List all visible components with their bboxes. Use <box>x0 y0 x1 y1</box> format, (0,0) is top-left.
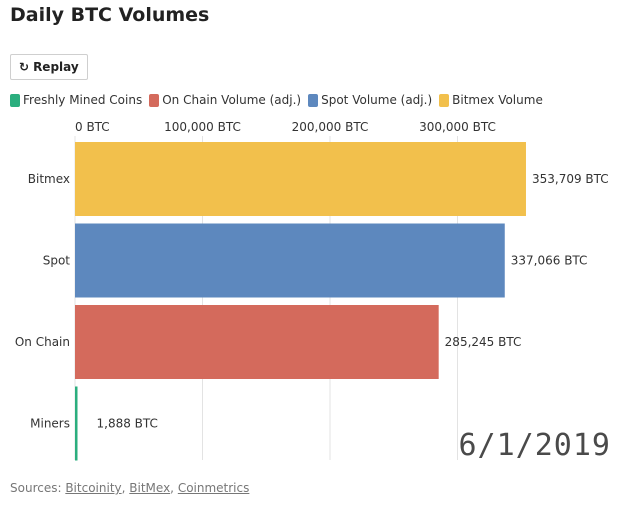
sources-line: Sources: Bitcoinity, BitMex, Coinmetrics <box>10 481 250 495</box>
legend-item-freshly-mined[interactable]: Freshly Mined Coins <box>10 93 142 107</box>
legend: Freshly Mined Coins On Chain Volume (adj… <box>10 93 550 107</box>
category-label: Bitmex <box>28 172 70 186</box>
x-tick-label: 0 BTC <box>75 120 110 134</box>
replay-icon: ↻ <box>19 60 30 74</box>
legend-swatch <box>308 93 319 107</box>
legend-swatch <box>149 93 160 107</box>
source-link-bitcoinity[interactable]: Bitcoinity <box>65 481 122 495</box>
legend-label: Spot Volume (adj.) <box>321 93 433 107</box>
legend-swatch <box>10 93 20 107</box>
source-link-bitmex[interactable]: BitMex <box>129 481 171 495</box>
date-stamp: 6/1/2019 <box>458 428 611 463</box>
x-tick-label: 200,000 BTC <box>292 120 369 134</box>
x-tick-label: 100,000 BTC <box>164 120 241 134</box>
value-label: 337,066 BTC <box>511 254 588 268</box>
legend-swatch <box>439 93 450 107</box>
value-label: 1,888 BTC <box>97 417 158 431</box>
bar-bitmex <box>75 142 526 216</box>
sources-prefix: Sources: <box>10 481 66 495</box>
replay-button[interactable]: ↻ Replay <box>10 54 88 80</box>
x-tick-label: 300,000 BTC <box>419 120 496 134</box>
bar-on-chain <box>75 305 439 379</box>
chart-title: Daily BTC Volumes <box>10 4 210 26</box>
legend-label: Freshly Mined Coins <box>23 93 143 107</box>
legend-label: Bitmex Volume <box>452 93 543 107</box>
legend-label: On Chain Volume (adj.) <box>162 93 302 107</box>
bar-spot <box>75 223 505 298</box>
bar-chart: 0 BTC 100,000 BTC 200,000 BTC 300,000 BTC Bi… <box>15 120 609 461</box>
legend-item-on-chain[interactable]: On Chain Volume (adj.) <box>149 93 301 107</box>
category-label: On Chain <box>15 335 70 349</box>
legend-item-spot[interactable]: Spot Volume (adj.) <box>308 93 432 107</box>
replay-label: Replay <box>33 60 79 74</box>
value-label: 285,245 BTC <box>445 335 522 349</box>
source-link-coinmetrics[interactable]: Coinmetrics <box>177 481 250 495</box>
legend-item-bitmex[interactable]: Bitmex Volume <box>439 93 543 107</box>
category-label: Miners <box>30 417 70 431</box>
category-label: Spot <box>43 254 71 268</box>
bar-miners <box>75 386 78 461</box>
value-label: 353,709 BTC <box>532 172 609 186</box>
